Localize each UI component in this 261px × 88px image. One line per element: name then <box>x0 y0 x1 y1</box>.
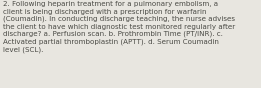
Text: 2. Following heparin treatment for a pulmonary embolism, a
client is being disch: 2. Following heparin treatment for a pul… <box>3 1 235 53</box>
